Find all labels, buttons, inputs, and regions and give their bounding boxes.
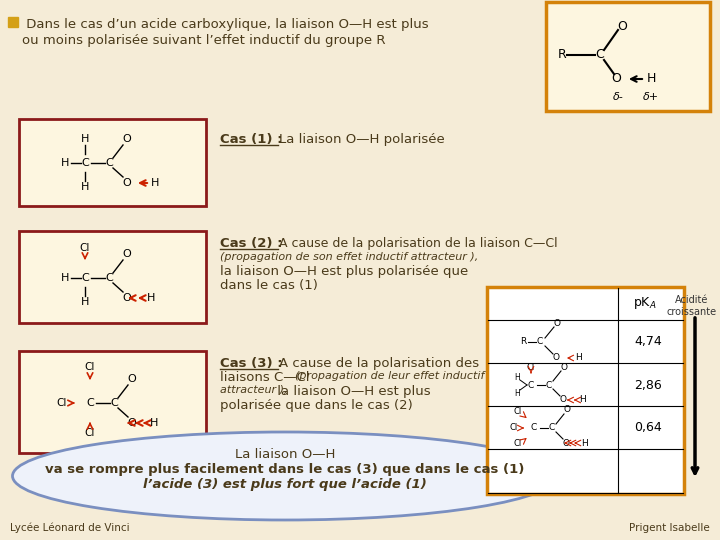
Text: polarisée que dans le cas (2): polarisée que dans le cas (2) [220, 399, 413, 412]
Text: O: O [552, 354, 559, 362]
Text: C: C [546, 381, 552, 389]
Text: Lycée Léonard de Vinci: Lycée Léonard de Vinci [10, 523, 130, 533]
Text: H: H [60, 158, 69, 168]
Text: liaisons C—Cl: liaisons C—Cl [220, 371, 314, 384]
Text: Cl: Cl [85, 362, 95, 372]
Text: H: H [147, 293, 156, 303]
Text: δ+: δ+ [643, 92, 659, 102]
Text: H: H [514, 388, 520, 397]
Text: Prigent Isabelle: Prigent Isabelle [629, 523, 710, 533]
Text: H: H [81, 297, 89, 307]
Text: Cl: Cl [80, 243, 90, 253]
Text: Cas (2) :: Cas (2) : [220, 237, 287, 250]
Text: C: C [537, 338, 543, 347]
FancyBboxPatch shape [19, 119, 206, 206]
Text: δ-: δ- [613, 92, 624, 102]
Text: H: H [81, 134, 89, 144]
Text: Acidité
croissante: Acidité croissante [667, 295, 717, 318]
Text: C: C [110, 398, 118, 408]
Text: O: O [559, 395, 567, 404]
Text: Cas (1) :: Cas (1) : [220, 133, 287, 146]
Text: O: O [554, 319, 560, 327]
Text: C: C [86, 398, 94, 408]
Text: Cl: Cl [85, 428, 95, 438]
Text: O: O [127, 374, 136, 384]
Text: attracteur ),: attracteur ), [220, 385, 287, 395]
Text: l’acide (3) est plus fort que l’acide (1): l’acide (3) est plus fort que l’acide (1… [143, 478, 427, 491]
Text: 4,74: 4,74 [634, 335, 662, 348]
Text: Cas (3) :: Cas (3) : [220, 357, 287, 370]
Text: C: C [595, 49, 604, 62]
FancyBboxPatch shape [546, 2, 710, 111]
Ellipse shape [12, 432, 557, 520]
Text: 2,86: 2,86 [634, 379, 662, 392]
Text: (propagation de son effet inductif attracteur ),: (propagation de son effet inductif attra… [220, 252, 478, 262]
Text: R: R [557, 49, 567, 62]
Text: (propagation de leur effet inductif: (propagation de leur effet inductif [295, 371, 485, 381]
Text: pK$_A$: pK$_A$ [633, 295, 657, 311]
Text: H: H [81, 182, 89, 192]
Text: O: O [122, 178, 131, 188]
Text: H: H [60, 273, 69, 283]
Text: Dans le cas d’un acide carboxylique, la liaison O—H est plus: Dans le cas d’un acide carboxylique, la … [22, 18, 428, 31]
Text: C: C [105, 158, 113, 168]
Text: la liaison O—H est plus polarisée que: la liaison O—H est plus polarisée que [220, 265, 468, 278]
Text: C: C [531, 423, 537, 433]
Text: H: H [150, 178, 159, 188]
Text: ou moins polarisée suivant l’effet inductif du groupe R: ou moins polarisée suivant l’effet induc… [22, 34, 385, 47]
Text: O: O [122, 249, 131, 259]
FancyBboxPatch shape [19, 351, 206, 453]
Text: H: H [580, 395, 586, 404]
Text: Cl: Cl [514, 408, 522, 416]
Text: O: O [617, 19, 627, 32]
Text: O: O [127, 418, 136, 428]
Text: Cl: Cl [514, 440, 522, 449]
Text: Cl: Cl [57, 398, 67, 408]
Text: H: H [150, 418, 158, 428]
Text: Cl: Cl [527, 362, 535, 372]
Text: A cause de la polarisation de la liaison C—Cl: A cause de la polarisation de la liaison… [279, 237, 557, 250]
Text: O: O [122, 134, 131, 144]
Text: Cl: Cl [510, 423, 518, 433]
Text: C: C [105, 273, 113, 283]
Text: C: C [528, 381, 534, 389]
Text: O: O [611, 72, 621, 85]
Text: O: O [560, 362, 567, 372]
FancyBboxPatch shape [19, 231, 206, 323]
Text: C: C [549, 423, 555, 433]
Text: H: H [575, 354, 581, 362]
Text: la liaison O—H est plus: la liaison O—H est plus [273, 385, 431, 398]
Text: O: O [564, 406, 570, 415]
Text: 0,64: 0,64 [634, 422, 662, 435]
Text: La liaison O—H polarisée: La liaison O—H polarisée [279, 133, 445, 146]
Text: O: O [562, 438, 570, 448]
Text: La liaison O—H: La liaison O—H [235, 448, 336, 461]
Text: H: H [647, 72, 656, 85]
Text: R: R [520, 338, 526, 347]
FancyBboxPatch shape [487, 287, 684, 494]
Text: A cause de la polarisation des: A cause de la polarisation des [279, 357, 479, 370]
Text: H: H [580, 438, 588, 448]
Text: H: H [514, 373, 520, 381]
Text: C: C [81, 158, 89, 168]
Text: dans le cas (1): dans le cas (1) [220, 279, 318, 292]
Text: O: O [122, 293, 131, 303]
Text: va se rompre plus facilement dans le cas (3) que dans le cas (1): va se rompre plus facilement dans le cas… [45, 463, 525, 476]
Text: C: C [81, 273, 89, 283]
